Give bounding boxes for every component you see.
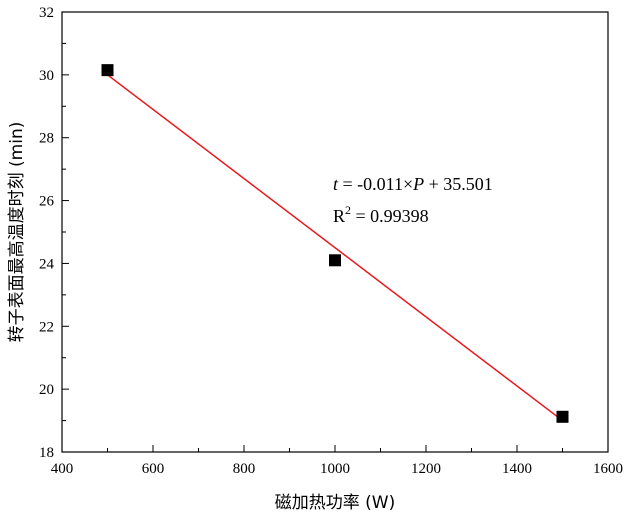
- r-squared-value: = 0.99398: [351, 206, 429, 226]
- data-points-layer: [101, 64, 569, 423]
- x-tick-label: 400: [51, 461, 74, 477]
- y-tick-label: 32: [39, 5, 54, 21]
- fit-equation: t = -0.011×P + 35.501: [333, 174, 493, 194]
- x-tick-label: 800: [233, 461, 256, 477]
- equation-var-p: P: [412, 174, 424, 194]
- x-tick-label: 1600: [593, 461, 623, 477]
- equation-end: + 35.501: [424, 174, 493, 194]
- y-tick-label: 18: [39, 445, 54, 461]
- x-tick-label: 1200: [411, 461, 441, 477]
- fit-line-layer: [107, 74, 563, 422]
- r-squared-r: R: [333, 206, 345, 226]
- data-point: [329, 254, 341, 267]
- y-tick-label: 24: [39, 256, 55, 272]
- x-tick-label: 600: [142, 461, 165, 477]
- plot-frame: [61, 11, 609, 453]
- data-point: [101, 64, 114, 77]
- y-axis-ticks: 18 20 22 24 26 28 30 32: [39, 5, 69, 461]
- y-tick-label: 26: [39, 194, 55, 210]
- x-axis-label: 磁加热功率 (W): [275, 493, 395, 513]
- x-tick-label: 1000: [320, 461, 350, 477]
- y-tick-label: 30: [39, 68, 54, 84]
- r-squared-sup: 2: [345, 203, 351, 217]
- r-squared: R2 = 0.99398: [333, 203, 429, 226]
- x-tick-label: 1400: [502, 461, 532, 477]
- fit-line: [107, 74, 563, 422]
- y-tick-label: 22: [39, 319, 54, 335]
- equation-mid: = -0.011×: [338, 174, 413, 194]
- y-tick-label: 28: [39, 131, 54, 147]
- y-tick-label: 20: [39, 382, 54, 398]
- y-axis-label: 转子表面最高温度时刻 (min): [7, 122, 27, 343]
- data-point: [556, 410, 569, 423]
- x-axis-ticks: 400 600 800 1000 1200 1400 1600: [51, 445, 623, 477]
- equation-var-t: t: [333, 174, 339, 194]
